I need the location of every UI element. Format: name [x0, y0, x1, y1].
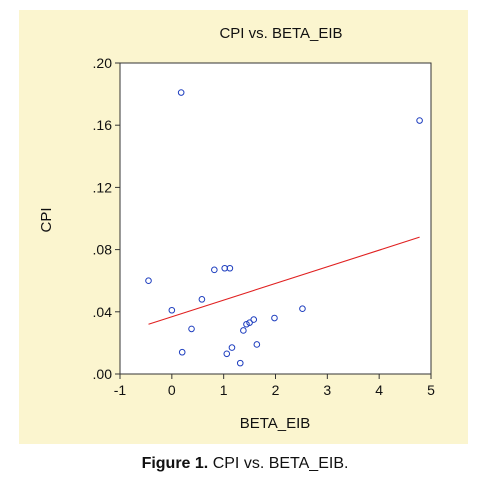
points-layer	[145, 89, 423, 367]
plot-area	[119, 62, 432, 375]
chart-title: CPI vs. BETA_EIB	[219, 25, 342, 42]
y-tick-label: .12	[93, 179, 113, 195]
data-point	[211, 266, 218, 274]
x-tick-label: -1	[114, 382, 127, 398]
y-tick-label: .00	[93, 366, 113, 382]
regression-line	[148, 236, 420, 325]
y-axis: .00 .04 .08 .12 .16 .20	[93, 55, 120, 382]
y-tick-label: .08	[93, 242, 113, 258]
caption-label: Figure 1.	[141, 455, 209, 472]
data-point	[271, 314, 278, 322]
x-tick-label: 5	[427, 382, 435, 398]
data-point	[145, 277, 152, 285]
x-axis: -1 0 1 2 3 4 5	[114, 374, 435, 398]
data-point	[228, 344, 236, 351]
figure-panel: CPI vs. BETA_EIB -1 0 1 2 3 4 5 .00 .04 .08 .12 .1…	[19, 10, 468, 444]
data-point	[188, 325, 195, 333]
data-point	[240, 327, 247, 334]
data-point	[253, 341, 261, 348]
x-tick-label: 2	[272, 382, 280, 398]
data-point	[198, 296, 206, 303]
x-tick-label: 1	[220, 382, 228, 398]
x-tick-label: 0	[168, 382, 176, 398]
data-point	[416, 117, 423, 124]
data-point	[243, 320, 250, 328]
data-point	[250, 316, 258, 323]
data-point	[299, 305, 306, 312]
y-tick-label: .04	[93, 304, 113, 320]
x-tick-label: 4	[375, 382, 383, 398]
y-tick-label: .20	[93, 55, 113, 71]
caption-text: CPI vs. BETA_EIB.	[208, 455, 349, 472]
scatter-chart: CPI vs. BETA_EIB -1 0 1 2 3 4 5 .00 .04 .08 .12 .1…	[38, 25, 435, 432]
fit-line-layer	[148, 236, 420, 325]
y-axis-label: CPI	[38, 207, 55, 232]
data-point	[177, 89, 185, 96]
data-point	[168, 306, 176, 314]
x-tick-label: 3	[323, 382, 331, 398]
y-tick-label: .16	[93, 117, 113, 133]
data-point	[226, 264, 234, 272]
data-point	[178, 348, 186, 356]
x-axis-label: BETA_EIB	[240, 415, 311, 432]
data-point	[246, 319, 253, 326]
data-point	[236, 359, 244, 367]
data-point	[223, 350, 231, 358]
figure-caption: Figure 1. CPI vs. BETA_EIB.	[0, 455, 490, 473]
